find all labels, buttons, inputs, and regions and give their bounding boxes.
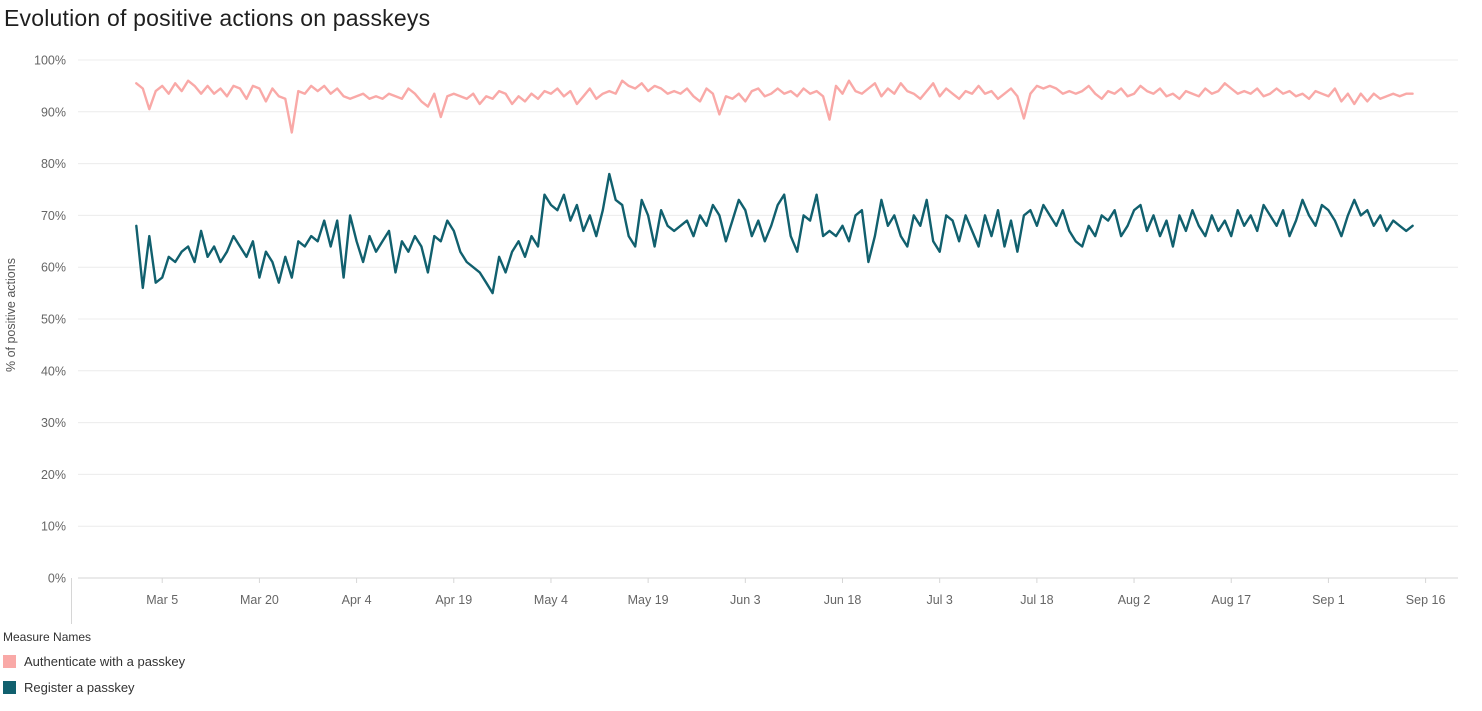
x-tick-label: Mar 20 — [240, 593, 279, 607]
x-tick-label: May 19 — [628, 593, 669, 607]
x-tick-label: Jun 3 — [730, 593, 761, 607]
series-line-register[interactable] — [135, 172, 1414, 295]
legend-title: Measure Names — [3, 630, 92, 644]
legend-swatch-register — [3, 681, 16, 694]
legend-label-authenticate: Authenticate with a passkey — [24, 654, 186, 669]
y-tick-label: 20% — [41, 468, 66, 482]
x-tick-label: Apr 4 — [342, 593, 372, 607]
y-tick-label: 60% — [41, 261, 66, 275]
y-tick-label: 80% — [41, 157, 66, 171]
x-tick-label: Aug 17 — [1211, 593, 1251, 607]
x-tick-label: Mar 5 — [146, 593, 178, 607]
y-tick-label: 90% — [41, 105, 66, 119]
y-tick-label: 70% — [41, 209, 66, 223]
y-tick-label: 0% — [48, 572, 66, 586]
x-tick-label: Sep 1 — [1312, 593, 1345, 607]
legend: Measure Names Authenticate with a passke… — [3, 630, 185, 706]
x-tick-label: Aug 2 — [1118, 593, 1151, 607]
legend-item-authenticate[interactable]: Authenticate with a passkey — [3, 654, 185, 669]
legend-item-register[interactable]: Register a passkey — [3, 680, 185, 695]
x-tick-label: Apr 19 — [435, 593, 472, 607]
y-tick-label: 10% — [41, 520, 66, 534]
y-tick-label: 40% — [41, 364, 66, 378]
page-title: Evolution of positive actions on passkey… — [4, 5, 431, 31]
chart-svg[interactable]: 0% 10% 20% 30% 40% 50% 60% 70% 80% 90% 100% Mar 5 Ma… — [0, 40, 1482, 632]
legend-swatch-authenticate — [3, 655, 16, 668]
x-tick-label: May 4 — [534, 593, 568, 607]
y-tick-label: 50% — [41, 313, 66, 327]
x-tick-label: Jun 18 — [824, 593, 862, 607]
series-line-authenticate[interactable] — [135, 79, 1414, 134]
legend-label-register: Register a passkey — [24, 680, 135, 695]
x-tick-label: Sep 16 — [1406, 593, 1446, 607]
y-tick-label: 100% — [34, 54, 66, 68]
x-tick-label: Jul 18 — [1020, 593, 1053, 607]
x-tick-label: Jul 3 — [926, 593, 952, 607]
y-tick-label: 30% — [41, 416, 66, 430]
